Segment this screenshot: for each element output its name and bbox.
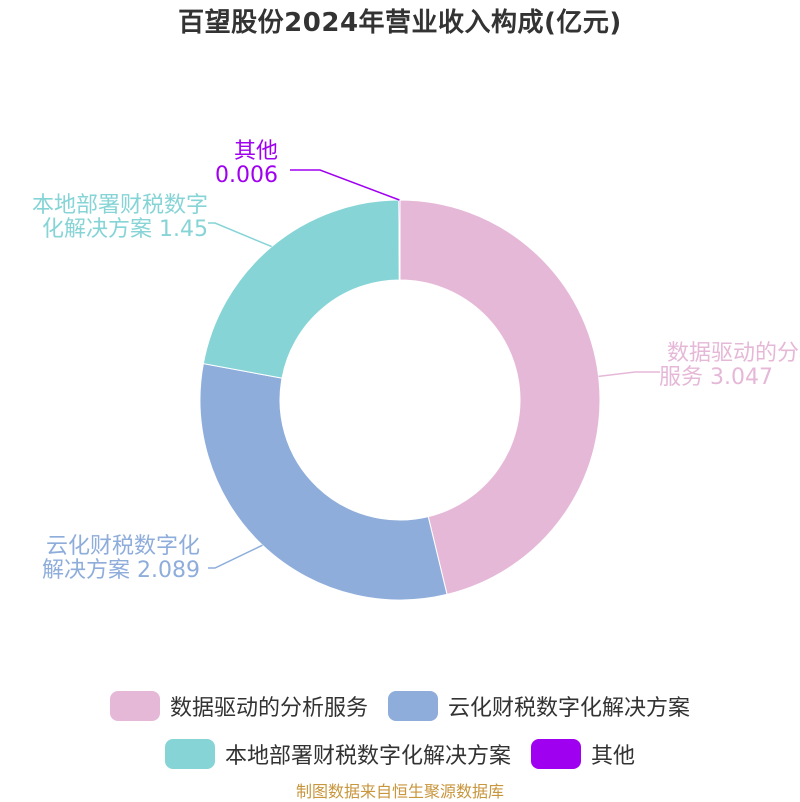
- leader-line-onprem: [208, 222, 272, 248]
- slice-onprem[interactable]: [202, 199, 400, 379]
- slice-cloud[interactable]: [199, 363, 448, 601]
- legend-label: 本地部署财税数字化解决方案: [224, 744, 511, 769]
- legend-item[interactable]: 数据驱动的分析服务: [109, 690, 368, 722]
- legend-swatch: [531, 739, 581, 769]
- legend-item[interactable]: 本地部署财税数字化解决方案: [164, 738, 511, 770]
- legend-label: 云化财税数字化解决方案: [448, 696, 691, 721]
- data-label-cloud: 云化财税数字化解决方案 2.089: [42, 534, 200, 583]
- leader-line-other: [290, 169, 400, 201]
- slice-other[interactable]: [398, 199, 401, 281]
- legend-swatch: [164, 739, 215, 769]
- data-label-other: 其他 0.006: [215, 139, 278, 188]
- legend-item[interactable]: 其他: [531, 738, 635, 770]
- slice-analytics[interactable]: [399, 199, 601, 595]
- leader-line-analytics: [598, 371, 660, 378]
- legend-label: 其他: [591, 744, 636, 769]
- legend-item[interactable]: 云化财税数字化解决方案: [388, 690, 690, 722]
- leader-line-cloud: [208, 544, 263, 569]
- legend-row-1: 数据驱动的分析服务 云化财税数字化解决方案: [0, 690, 800, 722]
- legend-swatch: [388, 691, 438, 721]
- legend-swatch: [109, 691, 160, 721]
- data-label-analytics: 数据驱动的分析服务 3.047: [659, 341, 800, 390]
- chart-title: 百望股份2024年营业收入构成(亿元): [178, 8, 622, 38]
- legend-label: 数据驱动的分析服务: [169, 696, 368, 721]
- legend-row-2: 本地部署财税数字化解决方案 其他: [0, 738, 800, 770]
- source-note: 制图数据来自恒生聚源数据库: [295, 782, 504, 801]
- data-label-onprem: 本地部署财税数字化解决方案 1.45: [32, 193, 208, 242]
